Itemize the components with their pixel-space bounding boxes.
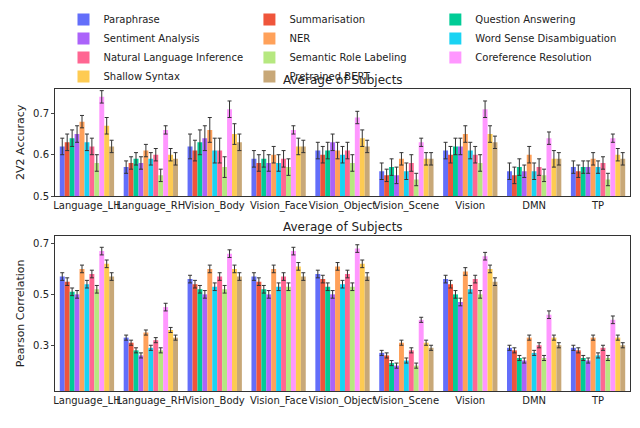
svg-text:Language_RH: Language_RH xyxy=(116,395,185,407)
svg-text:Vision_Body: Vision_Body xyxy=(185,395,245,407)
svg-text:Question Answering: Question Answering xyxy=(475,14,575,25)
svg-text:Shallow Syntax: Shallow Syntax xyxy=(104,71,180,82)
svg-text:Vision_Object: Vision_Object xyxy=(309,200,376,212)
svg-text:Paraphrase: Paraphrase xyxy=(104,14,160,25)
svg-text:Vision: Vision xyxy=(455,395,485,406)
svg-text:Vision_Face: Vision_Face xyxy=(250,395,307,407)
svg-text:Summarisation: Summarisation xyxy=(289,14,365,25)
svg-text:Average of Subjects: Average of Subjects xyxy=(283,73,403,87)
svg-text:0.5: 0.5 xyxy=(33,191,49,202)
svg-text:0.5: 0.5 xyxy=(33,289,49,300)
svg-text:Average of Subjects: Average of Subjects xyxy=(283,220,403,234)
svg-text:0.3: 0.3 xyxy=(33,340,49,351)
svg-text:DMN: DMN xyxy=(522,200,546,211)
svg-text:Sentiment Analysis: Sentiment Analysis xyxy=(104,33,200,44)
svg-text:Language_LH: Language_LH xyxy=(53,395,120,407)
svg-text:Vision: Vision xyxy=(455,200,485,211)
svg-text:Vision_Face: Vision_Face xyxy=(250,200,307,212)
svg-text:Natural Language Inference: Natural Language Inference xyxy=(104,52,244,63)
svg-text:Language_LH: Language_LH xyxy=(53,200,120,212)
svg-text:2V2 Accuracy: 2V2 Accuracy xyxy=(14,104,27,180)
svg-text:TP: TP xyxy=(591,395,604,406)
svg-text:Vision_Scene: Vision_Scene xyxy=(374,200,439,212)
svg-text:Vision_Object: Vision_Object xyxy=(309,395,376,407)
svg-text:Vision_Body: Vision_Body xyxy=(185,200,245,212)
svg-text:Pearson Correlation: Pearson Correlation xyxy=(14,259,27,367)
svg-text:DMN: DMN xyxy=(522,395,546,406)
svg-text:0.7: 0.7 xyxy=(33,108,49,119)
svg-text:NER: NER xyxy=(289,33,310,44)
svg-text:TP: TP xyxy=(591,200,604,211)
svg-text:0.6: 0.6 xyxy=(33,149,49,160)
svg-text:Vision_Scene: Vision_Scene xyxy=(374,395,439,407)
svg-text:Coreference Resolution: Coreference Resolution xyxy=(475,52,591,63)
svg-text:Semantic Role Labeling: Semantic Role Labeling xyxy=(289,52,406,63)
svg-text:Language_RH: Language_RH xyxy=(116,200,185,212)
svg-text:Pretrained BERT: Pretrained BERT xyxy=(289,71,370,82)
svg-text:Word Sense Disambiguation: Word Sense Disambiguation xyxy=(475,33,616,44)
svg-text:0.7: 0.7 xyxy=(33,238,49,249)
